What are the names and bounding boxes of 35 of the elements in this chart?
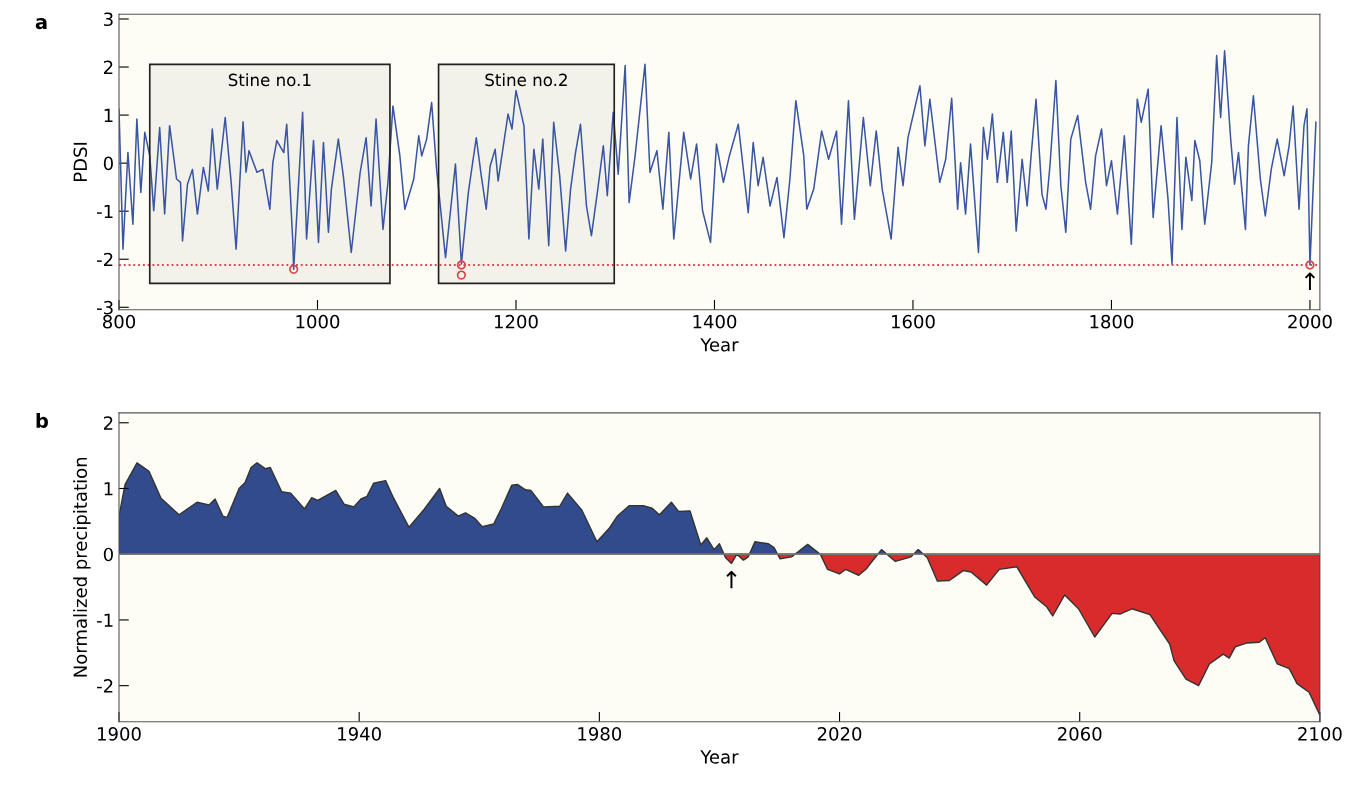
x-axis-title: Year	[700, 750, 739, 764]
x-tick-label: 1800	[1090, 314, 1134, 329]
y-tick-label: -1	[97, 204, 113, 219]
x-tick-label: 1940	[338, 726, 381, 741]
y-tick-label: 2	[103, 60, 113, 74]
x-tick-label: 1900	[98, 726, 141, 741]
band-label: Stine no.1	[228, 73, 311, 87]
annotation: ↑	[726, 571, 737, 589]
y-tick-label: -3	[97, 300, 113, 315]
x-tick-label: 1600	[891, 314, 935, 329]
x-tick-label: 1000	[296, 314, 340, 329]
band-label: Stine no.2	[485, 73, 567, 87]
y-tick-label: 2	[103, 416, 113, 430]
y-tick-label: 0	[103, 547, 113, 562]
x-tick-label: 2000	[1288, 314, 1332, 329]
x-axis-title: Year	[700, 338, 739, 352]
y-tick-label: 3	[104, 12, 113, 27]
x-tick-label: 2100	[1298, 726, 1342, 741]
x-tick-label: 1980	[578, 726, 622, 741]
y-axis-title: Normalized precipitation	[73, 457, 91, 677]
y-axis-title: PDSI	[73, 142, 88, 181]
y-tick-label: -2	[97, 252, 113, 267]
annotation: ↑	[1304, 272, 1315, 290]
x-tick-label: 800	[102, 314, 136, 329]
y-tick-label: -1	[97, 613, 113, 627]
y-tick-label: 0	[103, 156, 113, 171]
x-tick-label: 1400	[693, 314, 737, 329]
chart-title: b	[36, 412, 48, 428]
chart-title: a	[35, 18, 47, 30]
x-tick-label: 1200	[494, 314, 538, 329]
y-tick-label: 1	[104, 482, 113, 496]
x-tick-label: 2060	[1058, 726, 1102, 741]
y-tick-label: -2	[97, 679, 113, 693]
x-tick-label: 2020	[817, 726, 862, 741]
y-tick-label: 1	[104, 108, 113, 122]
